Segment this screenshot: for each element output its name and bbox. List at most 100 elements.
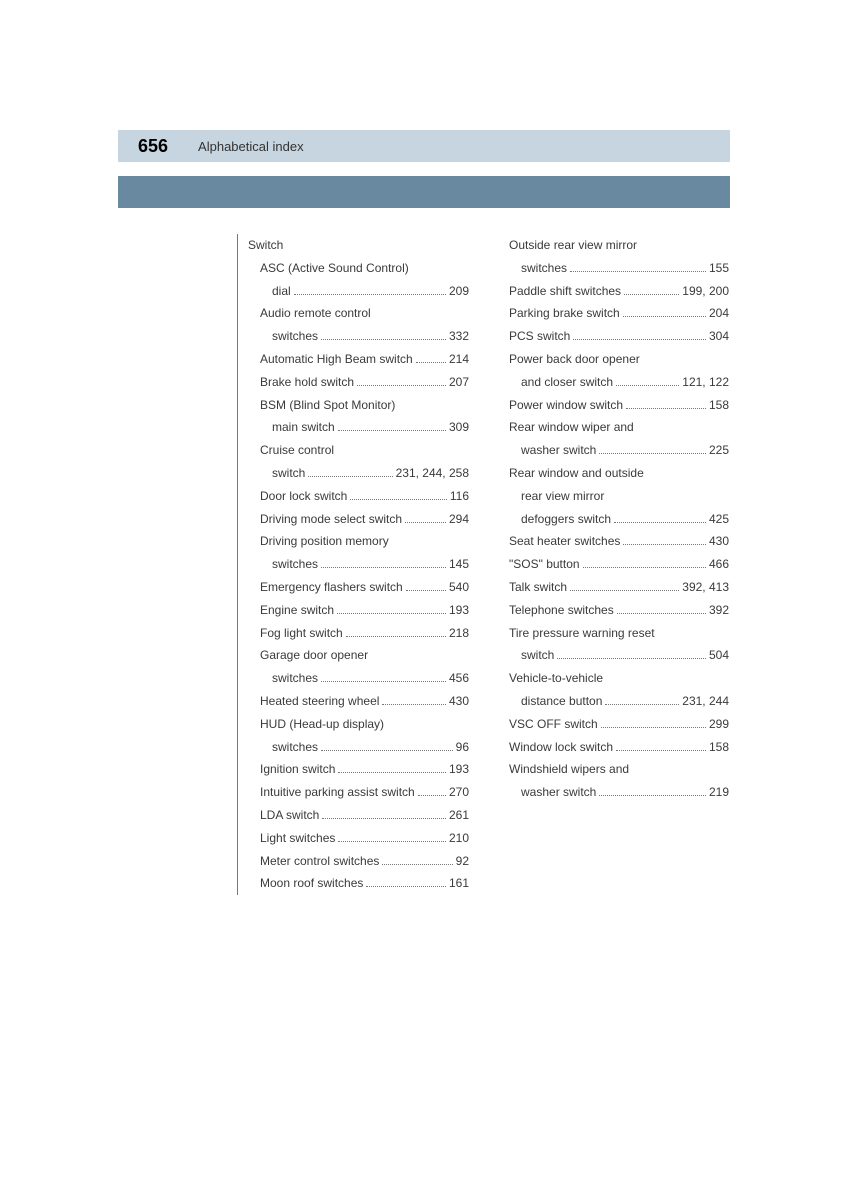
entry-pages: 332 — [449, 325, 469, 348]
index-line: Rear window and outside — [497, 462, 729, 485]
leader-dots — [599, 795, 706, 796]
entry-label: Heated steering wheel — [260, 690, 379, 713]
entry-pages: 207 — [449, 371, 469, 394]
index-entry: Engine switch193 — [248, 599, 469, 622]
index-entry: LDA switch261 — [248, 804, 469, 827]
index-entry: Parking brake switch204 — [497, 302, 729, 325]
leader-dots — [294, 294, 446, 295]
entry-pages: 193 — [449, 758, 469, 781]
index-line: rear view mirror — [497, 485, 729, 508]
leader-dots — [583, 567, 706, 568]
entry-pages: 155 — [709, 257, 729, 280]
index-line: ASC (Active Sound Control) — [248, 257, 469, 280]
index-line: Rear window wiper and — [497, 416, 729, 439]
index-entry: Ignition switch193 — [248, 758, 469, 781]
entry-pages: 430 — [709, 530, 729, 553]
entry-pages: 209 — [449, 280, 469, 303]
entry-pages: 299 — [709, 713, 729, 736]
entry-label: switches — [272, 325, 318, 348]
entry-pages: 261 — [449, 804, 469, 827]
entry-pages: 219 — [709, 781, 729, 804]
index-entry: dial209 — [248, 280, 469, 303]
entry-label: switches — [521, 257, 567, 280]
entry-label: Fog light switch — [260, 622, 343, 645]
entry-pages: 214 — [449, 348, 469, 371]
entry-pages: 204 — [709, 302, 729, 325]
leader-dots — [321, 750, 453, 751]
entry-label: Talk switch — [509, 576, 567, 599]
index-entry: Window lock switch158 — [497, 736, 729, 759]
index-entry: distance button231, 244 — [497, 690, 729, 713]
entry-label: Moon roof switches — [260, 872, 363, 895]
right-column: Outside rear view mirrorswitches 155 Paddl… — [497, 234, 729, 895]
index-line: Outside rear view mirror — [497, 234, 729, 257]
entry-pages: 218 — [449, 622, 469, 645]
leader-dots — [418, 795, 446, 796]
entry-label: switches — [272, 667, 318, 690]
leader-dots — [321, 681, 446, 682]
index-entry: Talk switch392, 413 — [497, 576, 729, 599]
entry-label: Engine switch — [260, 599, 334, 622]
entry-label: switch — [521, 644, 554, 667]
leader-dots — [366, 886, 446, 887]
entry-pages: 466 — [709, 553, 729, 576]
leader-dots — [382, 864, 452, 865]
index-entry: Door lock switch 116 — [248, 485, 469, 508]
entry-pages: 294 — [449, 508, 469, 531]
leader-dots — [570, 590, 679, 591]
entry-pages: 161 — [449, 872, 469, 895]
leader-dots — [624, 294, 679, 295]
entry-pages: 304 — [709, 325, 729, 348]
leader-dots — [623, 544, 706, 545]
leader-dots — [601, 727, 706, 728]
entry-pages: 121, 122 — [682, 371, 729, 394]
entry-pages: 116 — [450, 485, 469, 508]
leader-dots — [346, 636, 446, 637]
entry-pages: 92 — [456, 850, 469, 873]
entry-label: Intuitive parking assist switch — [260, 781, 415, 804]
index-entry: Intuitive parking assist switch270 — [248, 781, 469, 804]
index-entry: defoggers switch425 — [497, 508, 729, 531]
entry-label: Driving mode select switch — [260, 508, 402, 531]
entry-pages: 456 — [449, 667, 469, 690]
entry-label: Brake hold switch — [260, 371, 354, 394]
leader-dots — [557, 658, 706, 659]
index-content: Switch ASC (Active Sound Control)dial209… — [237, 234, 729, 895]
entry-pages: 309 — [449, 416, 469, 439]
leader-dots — [416, 362, 446, 363]
leader-dots — [405, 522, 446, 523]
entry-label: main switch — [272, 416, 335, 439]
entry-pages: 158 — [709, 736, 729, 759]
entry-label: defoggers switch — [521, 508, 611, 531]
index-entry: washer switch225 — [497, 439, 729, 462]
index-entry: Heated steering wheel430 — [248, 690, 469, 713]
leader-dots — [338, 841, 446, 842]
entry-label: washer switch — [521, 781, 596, 804]
entry-label: PCS switch — [509, 325, 570, 348]
entry-pages: 540 — [449, 576, 469, 599]
entry-pages: 199, 200 — [682, 280, 729, 303]
page-title: Alphabetical index — [198, 139, 304, 154]
leader-dots — [614, 522, 706, 523]
index-entry: switches 155 — [497, 257, 729, 280]
index-line: Windshield wipers and — [497, 758, 729, 781]
index-entry: Power window switch158 — [497, 394, 729, 417]
entry-label: switches — [272, 736, 318, 759]
entry-label: Light switches — [260, 827, 335, 850]
entry-pages: 392 — [709, 599, 729, 622]
leader-dots — [623, 316, 706, 317]
entry-label: and closer switch — [521, 371, 613, 394]
index-line: Driving position memory — [248, 530, 469, 553]
index-entry: VSC OFF switch299 — [497, 713, 729, 736]
index-entry: Telephone switches392 — [497, 599, 729, 622]
leader-dots — [321, 339, 446, 340]
entry-label: distance button — [521, 690, 602, 713]
entry-label: Paddle shift switches — [509, 280, 621, 303]
index-entry: switch504 — [497, 644, 729, 667]
entry-label: Door lock switch — [260, 485, 347, 508]
index-entry: Automatic High Beam switch214 — [248, 348, 469, 371]
entry-label: Power window switch — [509, 394, 623, 417]
index-line: Garage door opener — [248, 644, 469, 667]
leader-dots — [338, 430, 446, 431]
index-line: Power back door opener — [497, 348, 729, 371]
